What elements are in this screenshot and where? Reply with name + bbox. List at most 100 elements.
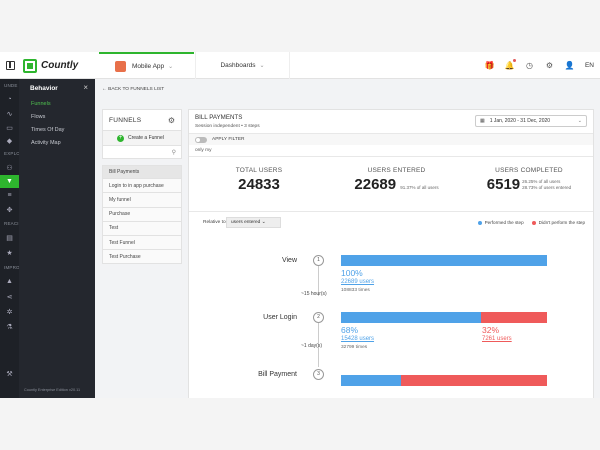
funnel-search-input[interactable]: ⚲ — [102, 145, 182, 159]
icon-rail: UNDE ◔ ∿ ▭ ◆ EXPLO ⚇ ▼ ≡ ✥ REACI ▤ ★ IMP… — [0, 79, 20, 398]
funnel-subtitle: Session independent • 3 steps — [195, 124, 260, 129]
relative-row: Relative to: users entered ⌄ Performed t… — [189, 212, 593, 234]
funnel-item-test-funnel[interactable]: Test Funnel — [102, 235, 182, 251]
move-icon[interactable]: ✥ — [6, 206, 13, 214]
filter-bar: APPLY FILTER — [189, 134, 593, 145]
relative-value: users entered — [231, 220, 261, 225]
users-icon[interactable]: ⚇ — [6, 164, 13, 172]
create-funnel-label: Create a Funnel — [128, 135, 164, 141]
funnel-item-test[interactable]: Test — [102, 221, 182, 236]
dashboards-label: Dashboards — [220, 62, 256, 69]
users-completed-label: USERS COMPLETED — [495, 167, 563, 174]
star-icon[interactable]: ★ — [6, 249, 13, 257]
step-connector — [318, 266, 319, 296]
date-range-value: 1 Jan, 2020 - 31 Dec, 2020 — [489, 118, 551, 124]
step-bar-performed — [341, 375, 401, 386]
search-icon: ⚲ — [171, 149, 176, 156]
summary-stats: TOTAL USERS 24833 USERS ENTERED 22689 91… — [189, 157, 593, 212]
step-number: 2 — [313, 312, 324, 323]
sidebar-toggle-icon[interactable] — [6, 61, 15, 70]
language-selector[interactable]: EN — [584, 62, 594, 69]
main-area: ← BACK TO FUNNELS LIST FUNNELS ⚙ + Creat… — [95, 79, 600, 398]
step-number: 1 — [313, 255, 324, 266]
step-number: 3 — [313, 369, 324, 380]
pulse-icon[interactable]: ∿ — [6, 110, 13, 118]
step-users-link[interactable]: 15428 users — [341, 336, 375, 342]
user-icon[interactable]: 👤 — [564, 61, 575, 70]
gear-icon[interactable]: ⚙ — [167, 115, 175, 125]
app-name: Mobile App — [132, 63, 165, 70]
gift-icon[interactable]: 🎁 — [484, 61, 495, 70]
users-entered-row: 22689 91.37% of all users — [334, 176, 459, 193]
subnav-item-flows[interactable]: Flows — [31, 114, 46, 120]
back-link[interactable]: ← BACK TO FUNNELS LIST — [102, 87, 165, 92]
only-my-filter[interactable]: only my — [189, 145, 593, 157]
funnel-item-test-purchase[interactable]: Test Purchase — [102, 250, 182, 265]
step-percent: 68% — [341, 325, 359, 335]
apply-filter-toggle[interactable] — [195, 136, 207, 143]
funnel-list: Bill Payments Login to in app purchase M… — [102, 165, 182, 265]
rail-section-improve: IMPRO — [4, 265, 20, 270]
brand-name: Countly — [41, 60, 79, 71]
subnav-header: Behavior — [30, 85, 58, 92]
list-icon[interactable]: ≡ — [7, 192, 12, 199]
monitor-icon[interactable]: ▭ — [6, 124, 13, 132]
flask-icon[interactable]: ⚗ — [6, 323, 13, 331]
users-entered-stat: USERS ENTERED 22689 91.37% of all users — [334, 167, 459, 193]
funnels-panel: FUNNELS ⚙ + Create a Funnel ⚲ Bill Payme… — [102, 109, 182, 398]
funnel-item-my-funnel[interactable]: My funnel — [102, 193, 182, 208]
clock-icon[interactable]: ◷ — [525, 61, 533, 70]
subnav-item-times-of-day[interactable]: Times Of Day — [31, 127, 65, 133]
legend-dot-performed — [477, 220, 482, 225]
legend-performed-label: Performed the step — [484, 220, 524, 225]
bell-icon[interactable]: 🔔 — [504, 59, 516, 70]
funnel-item-bill-payments[interactable]: Bill Payments — [102, 165, 182, 180]
plus-icon: + — [117, 134, 124, 142]
funnel-item-login-purchase[interactable]: Login to in app purchase — [102, 179, 182, 194]
settings-icon[interactable]: ✲ — [6, 308, 13, 316]
back-label: BACK TO FUNNELS LIST — [108, 87, 165, 92]
close-icon[interactable]: × — [83, 83, 88, 92]
time-between-2-3: ~1 day(s) — [301, 343, 322, 349]
dashboard-icon[interactable]: ◔ — [7, 96, 12, 103]
step-name: Bill Payment — [258, 371, 297, 378]
funnel-item-purchase[interactable]: Purchase — [102, 207, 182, 222]
rail-section-understand: UNDE — [4, 83, 18, 88]
total-users-stat: TOTAL USERS 24833 — [219, 167, 299, 193]
relative-label: Relative to: — [203, 220, 227, 225]
create-funnel-button[interactable]: + Create a Funnel — [102, 131, 182, 145]
alert-icon[interactable]: ▲ — [6, 278, 13, 285]
tag-icon[interactable]: ◆ — [6, 137, 13, 145]
step-not-percent: 32% — [482, 325, 500, 335]
funnels-header: FUNNELS ⚙ — [102, 109, 182, 131]
step-name: User Login — [263, 314, 297, 321]
subnav-item-activity-map[interactable]: Activity Map — [31, 140, 61, 146]
share-icon[interactable]: ⋖ — [6, 293, 13, 301]
step-bar — [341, 255, 547, 266]
step-connector — [318, 323, 319, 367]
legend-not-performed: Didn't perform the step — [531, 220, 585, 225]
countly-logo[interactable]: Countly — [23, 58, 78, 73]
time-between-1-2: ~15 hour(s) — [301, 291, 327, 297]
step-name: View — [281, 257, 297, 264]
users-completed-pct2: 28.73% of users entered — [522, 185, 572, 191]
legend-dot-not-performed — [531, 220, 536, 225]
dashboards-selector[interactable]: Dashboards ⌄ — [195, 52, 290, 79]
wrench-icon[interactable]: ⚒ — [6, 370, 13, 378]
funnel-icon[interactable]: ▼ — [0, 175, 19, 188]
relative-select[interactable]: users entered ⌄ — [226, 217, 281, 228]
subnav-item-funnels[interactable]: Funnels — [31, 101, 51, 107]
gear-icon[interactable]: ⚙ — [545, 61, 554, 70]
step-times: 32799 times — [341, 345, 368, 350]
message-icon[interactable]: ▤ — [6, 234, 13, 242]
step-users-link[interactable]: 22689 users — [341, 279, 375, 285]
app-selector[interactable]: Mobile App ⌄ — [99, 52, 194, 79]
funnel-title: BILL PAYMENTS — [195, 114, 243, 121]
funnel-header: BILL PAYMENTS Session independent • 3 st… — [189, 110, 593, 134]
date-range-picker[interactable]: ▦ 1 Jan, 2020 - 31 Dec, 2020 ⌄ — [475, 115, 587, 127]
app-window: Countly Mobile App ⌄ Dashboards ⌄ 🎁 🔔 ◷ … — [0, 52, 600, 398]
legend-not-performed-label: Didn't perform the step — [538, 220, 585, 225]
step-percent: 100% — [341, 268, 363, 278]
step-bar-performed — [341, 255, 547, 266]
step-not-users-link[interactable]: 7261 users — [482, 336, 512, 342]
